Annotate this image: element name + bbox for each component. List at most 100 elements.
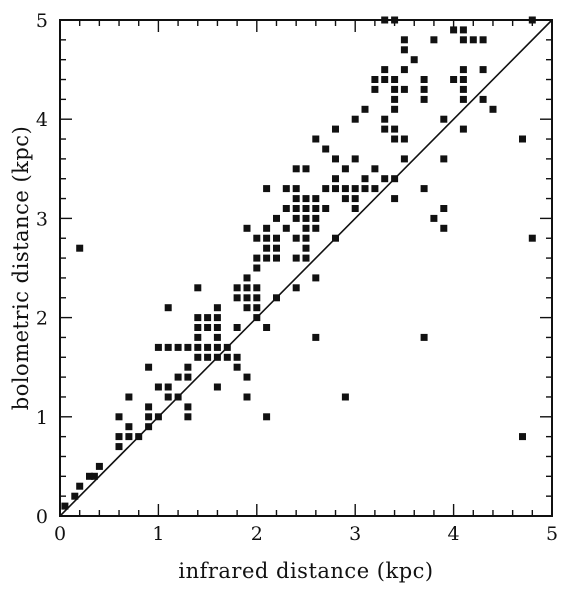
data-point — [302, 205, 310, 212]
data-point — [154, 383, 162, 391]
data-point — [322, 205, 330, 212]
data-point — [164, 383, 172, 391]
data-point — [243, 274, 251, 282]
data-point — [263, 185, 271, 193]
data-point — [253, 254, 261, 262]
data-point — [332, 155, 339, 163]
data-point — [292, 234, 300, 242]
data-point — [76, 482, 84, 490]
data-point — [420, 76, 428, 83]
data-point — [351, 205, 359, 212]
data-point — [292, 185, 300, 193]
plot-frame — [59, 19, 553, 517]
data-point — [302, 165, 310, 173]
data-point — [420, 185, 428, 193]
data-point — [263, 244, 271, 252]
data-point — [391, 195, 399, 203]
data-point — [86, 472, 93, 480]
data-point — [459, 95, 467, 103]
data-point — [302, 195, 310, 203]
data-point — [351, 155, 359, 163]
data-point — [253, 304, 261, 312]
data-point — [469, 36, 477, 44]
data-point — [391, 95, 399, 103]
data-point — [371, 76, 379, 83]
data-point — [312, 274, 320, 282]
data-point — [332, 185, 339, 193]
data-point — [95, 462, 103, 470]
data-point — [282, 205, 290, 212]
y-axis-title: bolometric distance (kpc) — [9, 126, 33, 411]
data-point — [391, 76, 399, 83]
data-point — [213, 304, 221, 312]
data-point — [381, 115, 389, 123]
data-point — [125, 393, 133, 401]
data-point — [450, 76, 458, 83]
data-point — [391, 125, 399, 133]
data-point — [243, 284, 251, 292]
data-point — [125, 423, 133, 431]
data-point — [400, 46, 408, 54]
data-point — [273, 214, 280, 222]
data-point — [184, 403, 192, 411]
data-point — [194, 333, 202, 341]
x-tick-label: 0 — [54, 523, 66, 545]
data-point — [174, 343, 182, 351]
data-point — [145, 423, 153, 431]
data-point — [459, 66, 467, 74]
data-point — [371, 85, 379, 93]
data-point — [292, 165, 300, 173]
data-point — [174, 393, 182, 401]
data-point — [381, 16, 389, 24]
data-point — [164, 343, 172, 351]
y-tick-label: 1 — [36, 407, 48, 429]
data-point — [459, 85, 467, 93]
data-point — [115, 443, 123, 451]
data-point — [420, 95, 428, 103]
data-point — [213, 383, 221, 391]
data-point — [233, 324, 241, 331]
data-point — [233, 353, 241, 361]
data-point — [194, 343, 202, 351]
data-point — [519, 135, 526, 143]
x-tick-label: 1 — [152, 523, 164, 545]
data-point — [292, 205, 300, 212]
data-point — [253, 294, 261, 302]
data-point — [459, 36, 467, 44]
data-point — [71, 492, 79, 500]
data-point — [361, 105, 369, 113]
data-point — [213, 314, 221, 322]
data-point — [145, 363, 153, 371]
data-point — [351, 195, 359, 203]
data-point — [204, 314, 212, 322]
data-point — [292, 195, 300, 203]
data-point — [194, 314, 202, 322]
data-point — [263, 254, 271, 262]
data-points — [61, 16, 536, 510]
data-point — [115, 413, 123, 421]
data-point — [213, 353, 221, 361]
data-point — [184, 373, 192, 381]
data-point — [440, 115, 448, 123]
data-point — [371, 185, 379, 193]
data-point — [400, 155, 408, 163]
data-point — [263, 413, 271, 421]
data-point — [420, 85, 428, 93]
data-point — [145, 403, 153, 411]
data-point — [312, 135, 320, 143]
data-point — [233, 294, 241, 302]
data-point — [302, 224, 310, 232]
data-point — [282, 224, 290, 232]
data-point — [489, 105, 497, 113]
data-point — [282, 185, 290, 193]
data-point — [184, 363, 192, 371]
data-point — [351, 115, 359, 123]
data-point — [479, 36, 487, 44]
data-point — [115, 433, 123, 441]
data-point — [263, 324, 271, 331]
x-tick-label: 5 — [546, 523, 558, 545]
data-point — [204, 324, 212, 331]
data-point — [341, 165, 349, 173]
y-tick-label: 5 — [36, 10, 48, 32]
